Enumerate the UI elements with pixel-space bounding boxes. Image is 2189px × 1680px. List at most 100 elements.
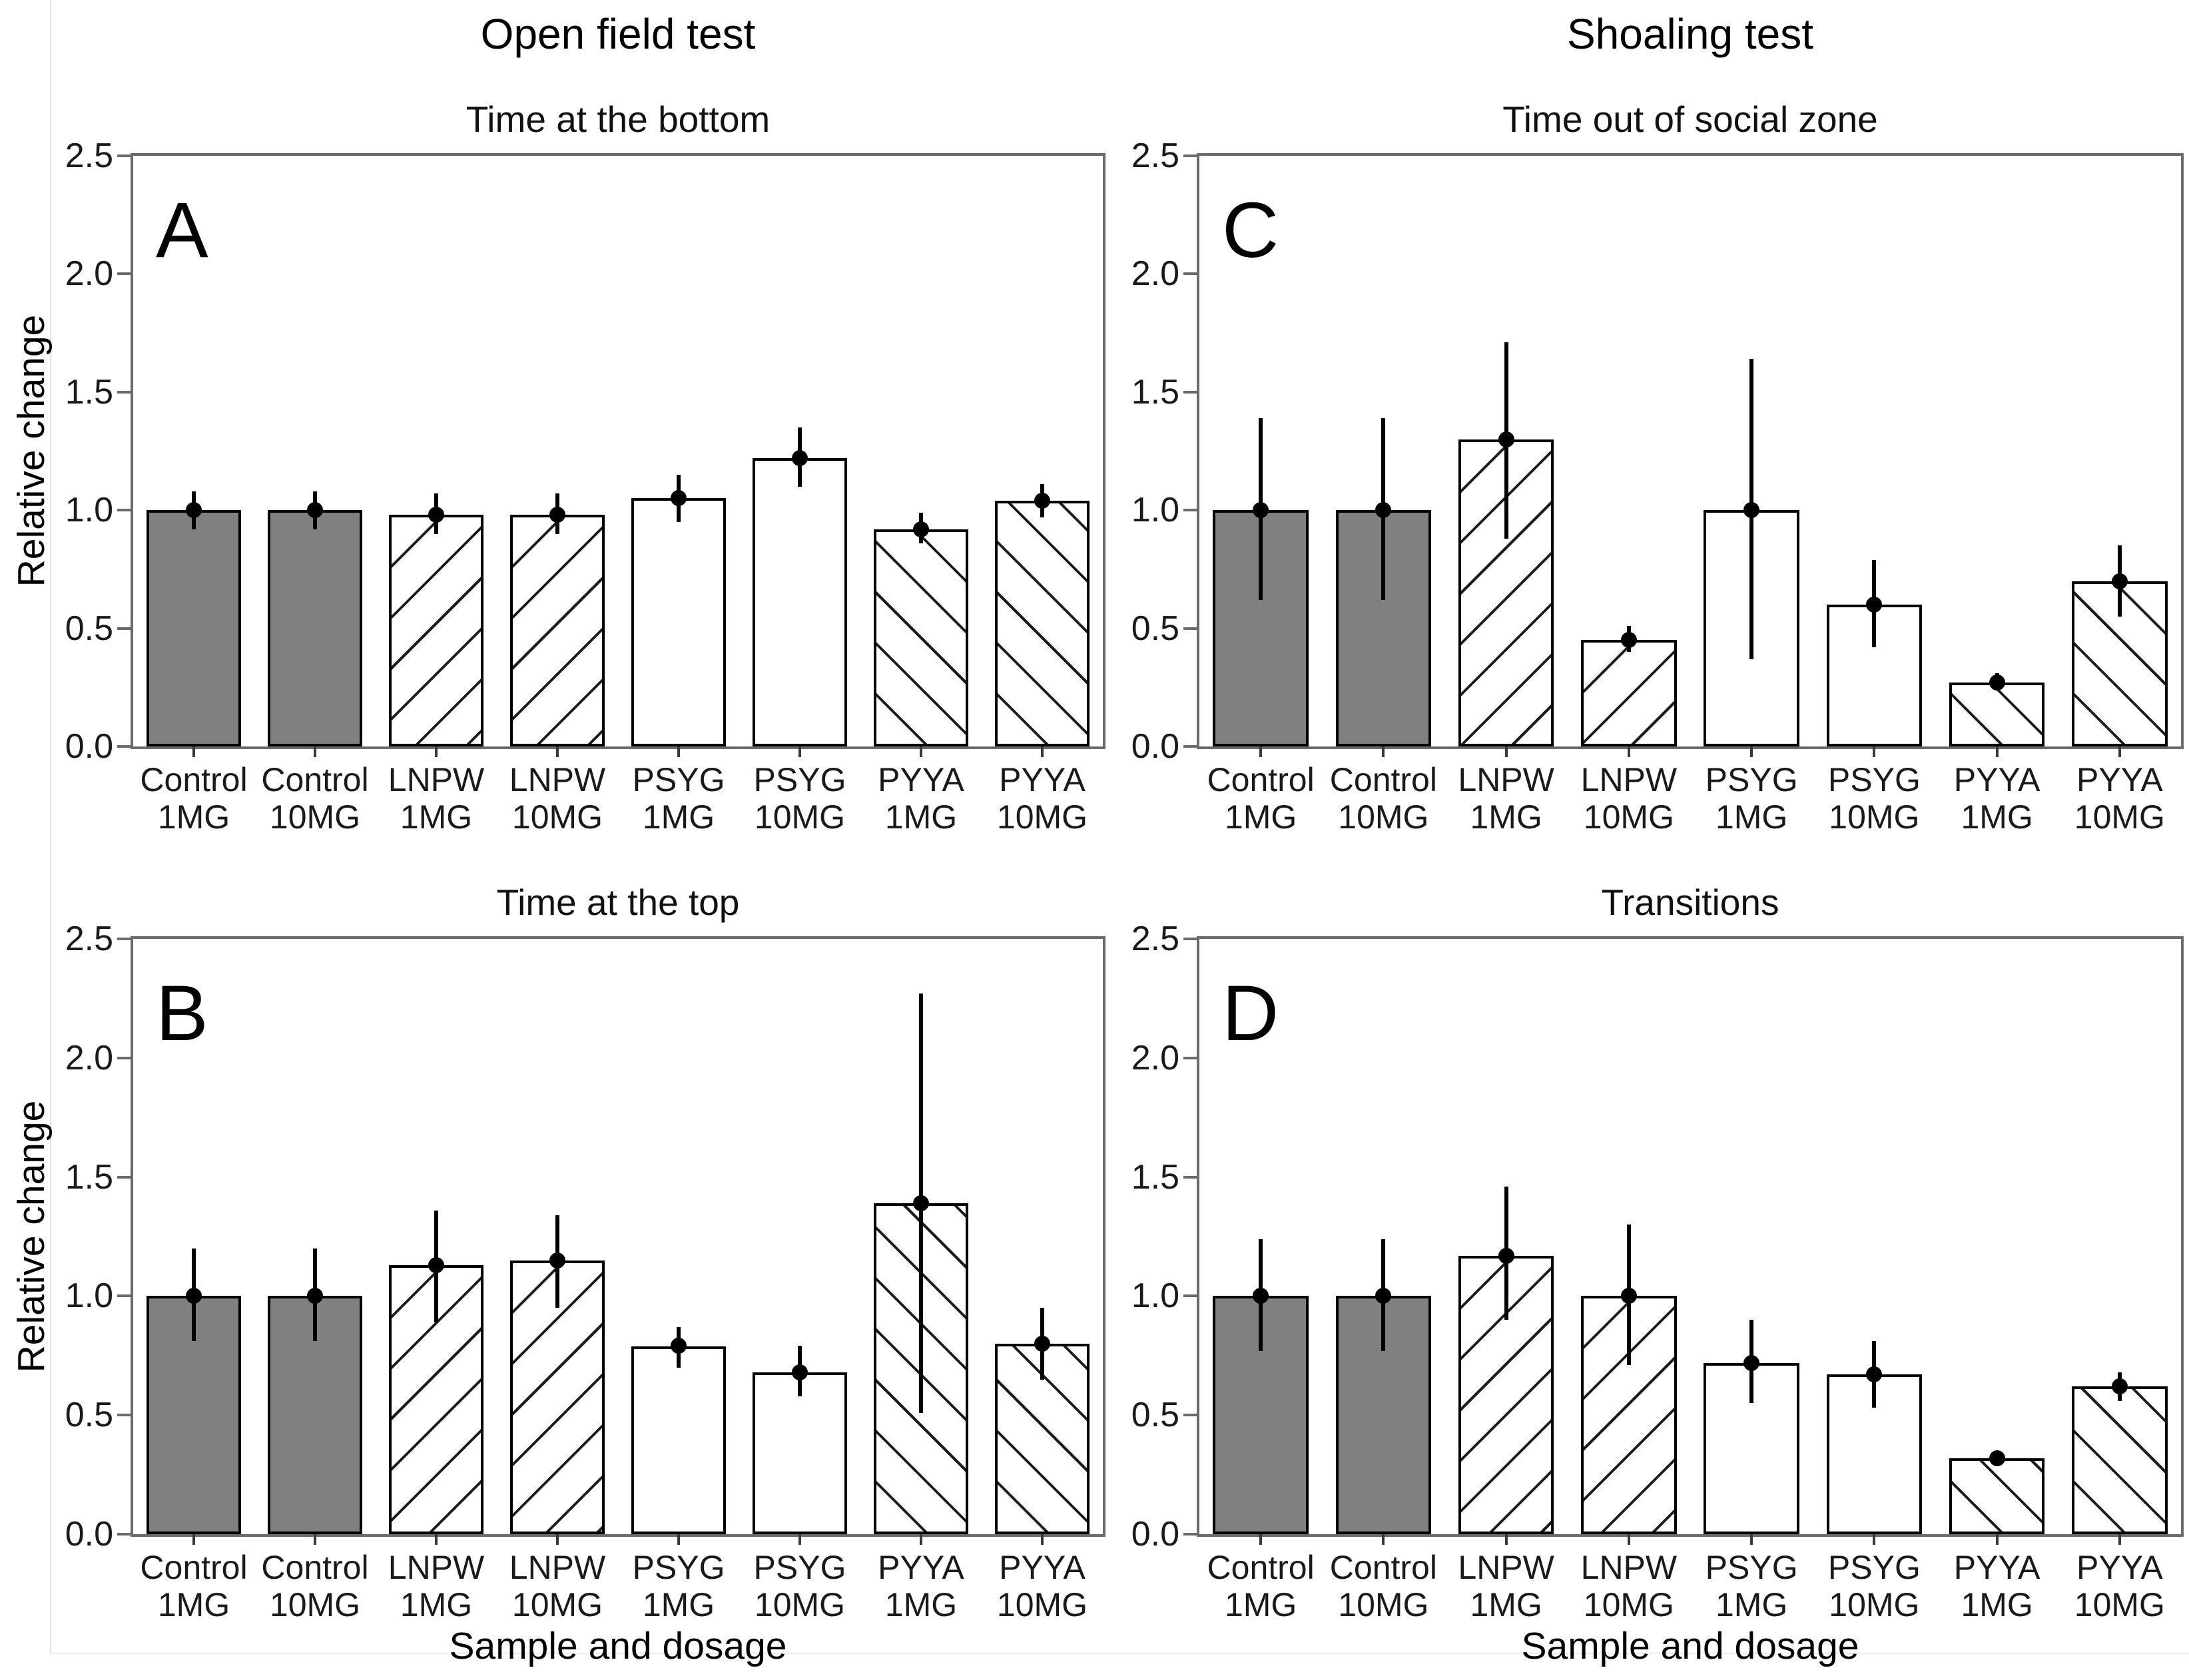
x-axis-label-left: Sample and dosage xyxy=(449,1625,787,1667)
panel-letter-a: A xyxy=(156,186,208,274)
marker-dot xyxy=(2111,573,2128,589)
x-tick xyxy=(435,746,438,757)
bar-lnpw-10mg xyxy=(1581,640,1677,746)
x-tick-label: PYYA 1MG xyxy=(854,1549,988,1623)
marker-dot xyxy=(671,490,687,507)
y-tick-label: 0.5 xyxy=(65,1396,113,1435)
x-tick-label-dose: 1MG xyxy=(1715,798,1788,836)
x-tick xyxy=(1995,746,1999,757)
x-tick-label-dose: 10MG xyxy=(269,1586,361,1623)
y-tick-label: 0.0 xyxy=(1131,1515,1179,1553)
x-tick-label: Control 10MG xyxy=(248,761,382,836)
y-tick-label: 1.0 xyxy=(65,1276,113,1316)
marker-dot xyxy=(913,1195,929,1211)
x-tick xyxy=(1259,746,1263,757)
x-tick-label-dose: 10MG xyxy=(1338,1586,1429,1623)
x-tick-label: LNPW 1MG xyxy=(1438,1549,1574,1623)
marker-dot xyxy=(1375,502,1392,519)
y-tick-label: 2.0 xyxy=(1131,254,1179,294)
x-tick-label: Control 10MG xyxy=(1315,1549,1451,1623)
bar-pyya-1mg xyxy=(874,529,968,746)
x-tick xyxy=(1382,746,1385,757)
plot-area: 0.0 0.5 1.0 1.5 2.0 2.5 Control 1MG Control 10MG L… xyxy=(65,137,1103,836)
x-tick-label: PSYG 1MG xyxy=(611,761,746,836)
y-tick-label: 0.5 xyxy=(1131,1396,1179,1435)
y-tick xyxy=(117,627,131,630)
y-tick xyxy=(117,1414,131,1417)
x-tick-label: LNPW 1MG xyxy=(369,1549,503,1623)
x-tick-label: Control 1MG xyxy=(1193,1549,1329,1623)
y-tick xyxy=(117,1175,131,1179)
x-tick-label: Control 1MG xyxy=(1193,761,1329,836)
x-tick-label-dose: 10MG xyxy=(1829,798,1920,836)
x-tick xyxy=(798,746,801,757)
x-tick-label-dose: 1MG xyxy=(884,798,958,836)
x-tick-label-dose: 1MG xyxy=(1224,1586,1297,1623)
plot-area: 0.0 0.5 1.0 1.5 2.0 2.5 Control 1MG Control 10MG L… xyxy=(65,920,1103,1623)
x-tick-label: PSYG 1MG xyxy=(1684,1549,1819,1623)
marker-dot xyxy=(549,507,565,523)
x-tick xyxy=(920,1534,922,1545)
x-tick xyxy=(192,746,195,757)
x-tick xyxy=(677,746,680,757)
marker-dot xyxy=(792,450,808,467)
x-axis-label-right: Sample and dosage xyxy=(1521,1625,1859,1667)
marker-dot xyxy=(307,1288,323,1304)
x-tick-label-dose: 10MG xyxy=(754,798,846,836)
bar-psyg-10mg xyxy=(753,1372,847,1534)
y-tick-label: 1.0 xyxy=(65,491,113,530)
x-tick-label-dose: 1MG xyxy=(157,798,230,836)
x-tick xyxy=(1504,1534,1508,1545)
marker-dot xyxy=(186,502,202,519)
y-tick xyxy=(1183,1056,1197,1059)
x-tick-label: LNPW 10MG xyxy=(490,1549,625,1623)
x-tick-label-dose: 1MG xyxy=(400,798,473,836)
marker-dot xyxy=(1989,675,2005,691)
bar-pyya-1mg xyxy=(1949,683,2045,746)
marker-dot xyxy=(913,521,929,537)
marker-dot xyxy=(1989,1450,2005,1466)
x-tick-label-dose: 1MG xyxy=(642,798,715,836)
x-tick-label: PYYA 10MG xyxy=(975,1549,1109,1623)
x-tick-label-dose: 10MG xyxy=(1583,798,1674,836)
x-tick xyxy=(1041,746,1044,757)
x-tick-label-dose: 10MG xyxy=(511,1586,603,1623)
bar-control-1mg xyxy=(147,510,241,746)
x-tick-label: PSYG 10MG xyxy=(733,1549,867,1623)
marker-dot xyxy=(1498,431,1514,447)
y-tick xyxy=(117,390,131,394)
marker-dot xyxy=(1620,1288,1637,1304)
x-tick-label: PSYG 10MG xyxy=(733,761,867,836)
x-tick-label: Control 1MG xyxy=(127,761,261,836)
marker-dot xyxy=(1866,1366,1883,1383)
y-tick-label: 2.0 xyxy=(1131,1038,1179,1077)
bar-pyya-10mg xyxy=(2072,581,2168,746)
marker-dot xyxy=(307,502,323,519)
marker-dot xyxy=(792,1364,808,1380)
y-tick xyxy=(1183,509,1197,512)
y-tick-label: 1.5 xyxy=(65,1157,113,1197)
x-tick xyxy=(798,1534,801,1545)
x-tick xyxy=(1627,1534,1630,1545)
marker-dot xyxy=(1034,493,1050,509)
y-tick-label: 1.5 xyxy=(1131,372,1179,412)
page-edge-line-horizontal xyxy=(50,1653,2189,1654)
x-tick-label-dose: 1MG xyxy=(1470,1586,1542,1623)
page-edge-line-vertical xyxy=(50,0,51,1653)
y-tick-label: 0.0 xyxy=(1131,727,1179,766)
y-tick xyxy=(117,1533,131,1536)
y-tick xyxy=(1183,1414,1197,1417)
x-tick-label-dose: 10MG xyxy=(269,798,361,836)
x-tick-label: LNPW 10MG xyxy=(1561,761,1697,836)
y-tick-label: 1.0 xyxy=(1131,1276,1179,1316)
column-header-open-field-test: Open field test xyxy=(480,10,756,58)
x-tick-label: LNPW 1MG xyxy=(1438,761,1574,836)
x-tick-label-dose: 10MG xyxy=(2074,1586,2165,1623)
y-tick xyxy=(117,1294,131,1298)
x-tick-label-dose: 1MG xyxy=(1715,1586,1788,1623)
panel-letter-b: B xyxy=(156,970,208,1057)
x-tick xyxy=(920,746,922,757)
y-tick xyxy=(1183,272,1197,276)
y-tick-label: 2.5 xyxy=(1131,920,1179,958)
y-tick xyxy=(117,1056,131,1059)
